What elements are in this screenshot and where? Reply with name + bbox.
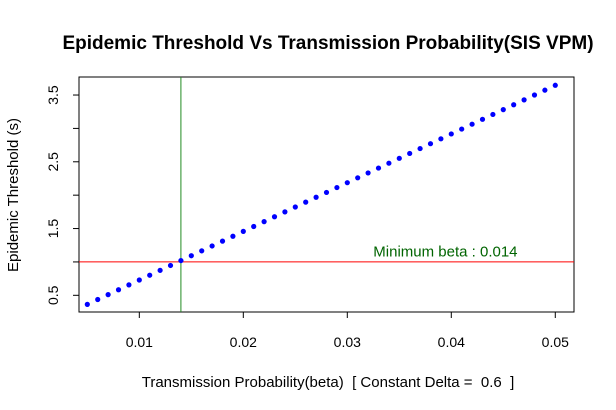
y-axis-label: Epidemic Threshold (s) [5,118,22,272]
data-point [334,184,340,191]
data-point [448,131,454,137]
data-point [147,272,153,278]
data-point [84,301,90,307]
data-point [490,111,496,118]
data-point [438,136,444,142]
x-tick-label: 0.04 [438,334,465,350]
data-point [521,97,527,103]
data-point [105,292,111,298]
data-point [417,145,423,152]
data-point [396,155,402,161]
data-point [199,248,205,254]
x-axis-label: Transmission Probability(beta) [ Constan… [142,374,515,391]
annotations: Minimum beta : 0.014 [373,244,517,261]
chart-title: Epidemic Threshold Vs Transmission Proba… [62,33,593,54]
data-points [84,82,558,307]
data-point [500,107,506,113]
data-point [188,253,194,259]
y-tick-label: 3.5 [45,85,61,105]
data-point [427,141,434,147]
data-point [219,238,226,244]
data-point [323,189,330,196]
x-tick-label: 0.01 [126,334,153,350]
data-point [459,126,465,132]
plot-frame [78,76,575,313]
data-point [292,204,298,210]
y-tick-label: 2.5 [45,152,61,172]
data-point [209,243,215,249]
data-point [511,102,517,108]
data-point [230,233,236,239]
data-point [115,287,122,293]
data-point [167,262,174,269]
x-axis: 0.01 0.02 0.03 0.04 0.05 [126,312,569,350]
y-tick-label: 0.5 [45,285,61,305]
data-point [136,277,142,283]
data-point [282,209,288,215]
reference-lines [79,77,574,312]
data-point [240,228,246,234]
data-point [542,87,548,93]
data-point [479,116,486,122]
data-point [552,82,558,88]
data-point [271,214,278,220]
data-point [469,121,475,127]
data-point [386,160,392,166]
data-point [407,150,413,157]
data-point [375,165,382,171]
x-tick-label: 0.03 [334,334,361,350]
x-tick-label: 0.02 [230,334,257,350]
data-point [261,219,267,225]
y-tick-label: 1.5 [45,219,61,239]
data-point [95,296,101,303]
data-point [313,194,319,200]
data-point [178,257,184,264]
data-point [365,170,371,176]
data-point [157,267,163,273]
x-tick-label: 0.05 [542,334,569,350]
data-point [126,282,132,288]
data-point [355,175,361,181]
data-point [303,199,309,205]
data-point [344,180,350,186]
data-point [251,223,257,230]
data-point [531,92,538,98]
y-axis: 0.5 1.5 2.5 3.5 [45,85,79,305]
minimum-beta-annotation: Minimum beta : 0.014 [373,244,517,261]
